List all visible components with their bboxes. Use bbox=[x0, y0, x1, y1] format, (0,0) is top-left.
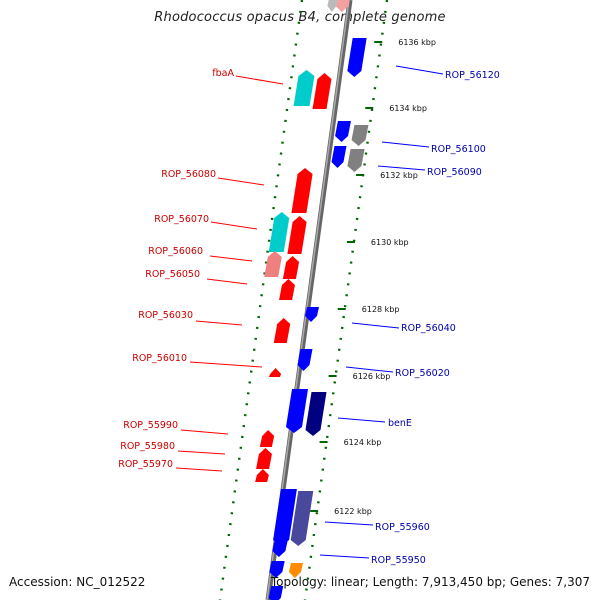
right-gene-label: ROP_56100 bbox=[431, 144, 486, 155]
gene-arrow bbox=[282, 256, 300, 279]
leader-line bbox=[324, 521, 374, 526]
gene-arrow bbox=[347, 38, 367, 77]
gene-arrow bbox=[312, 73, 332, 109]
gene-arrow bbox=[272, 541, 288, 557]
gene-arrow bbox=[264, 251, 282, 277]
leader-line bbox=[381, 141, 430, 148]
right-gene-label: ROP_56120 bbox=[445, 70, 500, 81]
dotted-tracks bbox=[218, 0, 389, 600]
right-gene-label: ROP_56040 bbox=[401, 323, 456, 334]
gene-arrow bbox=[290, 491, 314, 546]
right-gene-label: benE bbox=[388, 418, 412, 429]
leader-line bbox=[177, 450, 226, 455]
left-gene-label: ROP_56080 bbox=[161, 169, 216, 180]
scale-label: 6122 kbp bbox=[334, 507, 372, 516]
scale-label: 6130 kbp bbox=[371, 238, 409, 247]
gene-arrow bbox=[288, 563, 304, 578]
leader-line bbox=[235, 75, 284, 85]
left-gene-label: ROP_56010 bbox=[132, 353, 187, 364]
scale-label: 6124 kbp bbox=[344, 438, 382, 447]
leader-line bbox=[217, 177, 265, 186]
gene-arrow bbox=[279, 279, 295, 300]
leader-line bbox=[395, 65, 444, 75]
gene-arrow bbox=[287, 216, 307, 254]
right-gene-label: ROP_56020 bbox=[395, 368, 450, 379]
gene-arrow bbox=[259, 430, 275, 447]
leader-line bbox=[195, 320, 243, 326]
dotted-track-1 bbox=[303, 0, 389, 600]
gene-arrow bbox=[273, 489, 297, 546]
leader-line bbox=[209, 255, 253, 262]
right-gene-label: ROP_55950 bbox=[371, 555, 426, 566]
scale-label: 6134 kbp bbox=[389, 104, 427, 113]
left-gene-label: ROP_55990 bbox=[123, 420, 178, 431]
right-gene-label: ROP_55960 bbox=[375, 522, 430, 533]
accession-label: Accession: NC_012522 bbox=[9, 575, 146, 589]
scale-labels: 6136 kbp 6134 kbp 6132 kbp 6130 kbp 6128 kbp… bbox=[334, 38, 436, 516]
scale-label: 6126 kbp bbox=[353, 372, 391, 381]
leader-line bbox=[337, 417, 386, 423]
gene-arrow bbox=[291, 168, 313, 213]
scale-label: 6132 kbp bbox=[380, 171, 418, 180]
left-gene-label: ROP_56050 bbox=[145, 269, 200, 280]
left-gene-label: ROP_56070 bbox=[154, 214, 209, 225]
left-gene-label: fbaA bbox=[212, 68, 234, 79]
scale-label: 6128 kbp bbox=[362, 305, 400, 314]
gene-arrow bbox=[285, 389, 309, 433]
gene-arrow bbox=[256, 448, 272, 469]
leader-line bbox=[180, 429, 229, 435]
leader-line bbox=[210, 221, 258, 230]
gene-arrow bbox=[304, 307, 320, 322]
leader-line bbox=[206, 278, 248, 285]
dotted-track-0 bbox=[218, 0, 304, 600]
gene-arrow bbox=[335, 0, 350, 12]
leader-line bbox=[351, 322, 400, 329]
scale-ticks bbox=[310, 41, 383, 512]
leader-line bbox=[345, 366, 394, 373]
gene-arrow bbox=[347, 149, 365, 172]
right-gene-label: ROP_56090 bbox=[427, 167, 482, 178]
gene-arrow bbox=[268, 212, 290, 252]
left-gene-label: ROP_56030 bbox=[138, 310, 193, 321]
left-gene-label: ROP_55970 bbox=[118, 459, 173, 470]
gene-arrow bbox=[269, 561, 285, 578]
leader-line bbox=[189, 361, 263, 368]
label-leaders bbox=[175, 65, 444, 559]
left-gene-label: ROP_55980 bbox=[120, 441, 175, 452]
left-gene-labels: fbaA ROP_56080 ROP_56070 ROP_56060 ROP_56050… bbox=[118, 68, 234, 470]
gene-arrow bbox=[297, 349, 313, 371]
right-gene-labels: ROP_56120 ROP_56100 ROP_56090 ROP_56040 ROP_… bbox=[371, 70, 500, 566]
gene-arrow bbox=[255, 469, 269, 482]
gene-arrow bbox=[268, 368, 282, 377]
leader-line bbox=[377, 165, 426, 171]
leader-line bbox=[319, 554, 370, 559]
gene-arrow bbox=[273, 318, 291, 343]
gene-arrow bbox=[327, 0, 338, 12]
leader-line bbox=[175, 467, 223, 472]
gene-arrow bbox=[331, 146, 347, 168]
gene-arrow bbox=[351, 125, 369, 146]
scale-label: 6136 kbp bbox=[398, 38, 436, 47]
gene-arrow bbox=[293, 70, 315, 106]
gene-arrow bbox=[305, 392, 327, 436]
genome-summary: Topology: linear; Length: 7,913,450 bp; … bbox=[270, 575, 590, 589]
map-title: Rhodococcus opacus B4, complete genome bbox=[154, 10, 446, 25]
left-gene-label: ROP_56060 bbox=[148, 246, 203, 257]
gene-features bbox=[255, 0, 369, 600]
gene-arrow bbox=[268, 586, 284, 600]
gene-arrow bbox=[335, 121, 351, 142]
